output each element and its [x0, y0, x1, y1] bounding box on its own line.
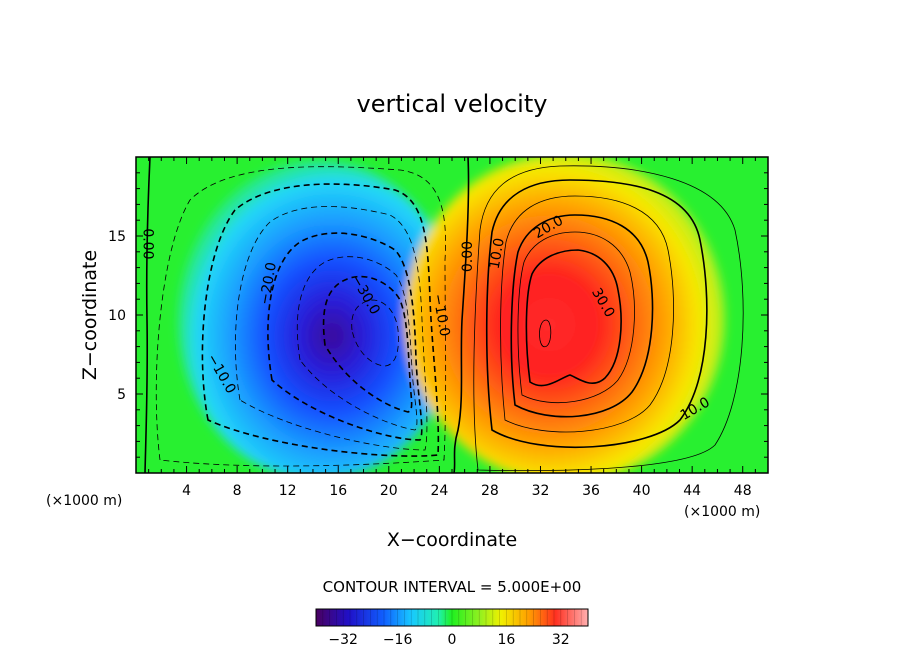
x-unit-left: (×1000 m)	[46, 493, 122, 509]
positive-contours	[473, 165, 744, 471]
contour-label-text: 0.00	[140, 228, 156, 259]
x-tick-label: 24	[430, 483, 448, 499]
x-tick-label: 48	[734, 483, 752, 499]
contour-pos-5	[473, 165, 744, 471]
colorbar-tick-label: −32	[328, 632, 358, 648]
contour-pos-10	[485, 179, 708, 449]
contour-pos-25	[517, 231, 635, 404]
plot-area: 0.00−10.0−20.0 −30.0 −10.00.00 10.020.030.0…	[136, 157, 768, 473]
zero-contours	[144, 157, 470, 473]
contour-pos-30	[525, 249, 622, 387]
colorbar-tick-label: −16	[383, 632, 413, 648]
x-tick-label: 20	[380, 483, 398, 499]
contour-zero-left	[144, 157, 151, 473]
contour-label-text: 10.0	[487, 237, 508, 270]
contour-neg-30	[322, 275, 413, 413]
colorbar-segments	[322, 609, 582, 626]
x-axis: 4 8 12 16 20 24 28 32 36 40 44 48	[148, 157, 756, 499]
negative-contours	[155, 166, 447, 467]
chart-title: vertical velocity	[357, 90, 548, 118]
contour-label: −10.0	[429, 293, 452, 338]
x-tick-label: 36	[582, 483, 600, 499]
x-tick-label: 44	[683, 483, 701, 499]
x-unit-right: (×1000 m)	[684, 504, 760, 520]
downdraft-shading	[178, 160, 458, 473]
contour-zero-middle	[453, 157, 470, 473]
x-tick-label: 16	[329, 483, 347, 499]
contour-neg-5	[155, 166, 447, 467]
contour-neg-35	[351, 299, 399, 367]
contour-pos-15	[500, 195, 674, 433]
x-tick-label: 32	[532, 483, 550, 499]
updraft-shading	[405, 157, 725, 473]
y-tick-label: 15	[108, 229, 126, 245]
colorbar-tick-label: 16	[497, 632, 515, 648]
contour-neg-20	[267, 232, 423, 441]
y-axis-label: Z−coordinate	[79, 250, 101, 380]
x-tick-label: 40	[633, 483, 651, 499]
x-tick-label: 4	[182, 483, 191, 499]
x-tick-label: 8	[233, 483, 242, 499]
contour-label: 0.00	[140, 228, 156, 259]
contour-label: −20.0	[257, 261, 280, 306]
contour-interval-text: CONTOUR INTERVAL = 5.000E+00	[323, 578, 582, 596]
contour-neg-25	[296, 256, 418, 431]
y-tick-label: 5	[117, 387, 126, 403]
contour-label-text: −20.0	[257, 261, 280, 306]
contour-label-text: 0.00	[460, 241, 476, 272]
x-tick-label: 28	[481, 483, 499, 499]
x-axis-label: X−coordinate	[387, 529, 517, 551]
contour-pos-35	[539, 319, 552, 348]
colorbar-tick-label: 0	[448, 632, 457, 648]
contour-label-text: −10.0	[429, 293, 452, 338]
colorbar: −32 −16 0 16 32	[315, 608, 589, 648]
y-axis: 5 10 15	[108, 172, 768, 458]
contour-pos-20	[510, 214, 654, 418]
colorbar-tick-label: 32	[552, 632, 570, 648]
colorbar-gradient	[315, 608, 589, 627]
contour-label: 10.0	[487, 237, 508, 270]
contour-label: 0.00	[460, 241, 476, 272]
y-tick-label: 10	[108, 308, 126, 324]
contour-neg-10	[201, 183, 440, 457]
x-tick-label: 12	[279, 483, 297, 499]
colorbar-ticks: −32 −16 0 16 32	[328, 632, 569, 648]
